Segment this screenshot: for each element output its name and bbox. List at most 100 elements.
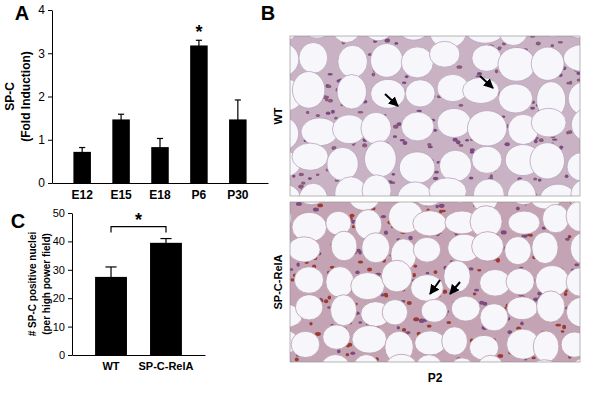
nucleus xyxy=(435,205,438,209)
airspace xyxy=(299,36,334,38)
nucleus xyxy=(456,65,462,69)
airspace xyxy=(463,77,499,103)
figure: 01234E12E15E18P6P30SP-C(Fold Induction)A… xyxy=(0,0,600,398)
x-tick-label: E12 xyxy=(71,188,93,202)
airspace xyxy=(448,358,476,362)
chart-panel: 01020304050WTSP-C-RelA# SP-C positive nu… xyxy=(11,207,206,372)
nucleus xyxy=(355,270,359,274)
airspace xyxy=(566,202,580,232)
nucleus xyxy=(372,72,376,76)
airspace xyxy=(472,45,501,71)
airspace xyxy=(365,141,397,177)
nucleus xyxy=(538,178,542,181)
airspace xyxy=(571,107,580,142)
error-bar xyxy=(235,100,241,139)
airspace xyxy=(385,354,419,362)
airspace xyxy=(370,44,402,78)
airspace xyxy=(401,112,434,141)
y-tick-mark xyxy=(68,327,72,328)
x-tick: E15 xyxy=(110,183,132,202)
y-tick: 1 xyxy=(38,133,52,147)
nucleus xyxy=(501,230,507,234)
nucleus xyxy=(427,324,432,327)
airspace xyxy=(566,268,580,297)
nucleus xyxy=(459,144,464,147)
airspace xyxy=(295,295,322,320)
row-label: WT xyxy=(272,107,284,124)
airspace xyxy=(399,152,435,184)
arrow xyxy=(385,94,398,106)
airspace xyxy=(405,80,435,107)
airspace xyxy=(382,300,407,325)
x-tick: P6 xyxy=(192,183,207,202)
nucleus xyxy=(408,236,412,240)
nucleus xyxy=(565,238,570,241)
airspace xyxy=(292,143,328,170)
error-bar-cap xyxy=(105,266,116,267)
airspace xyxy=(327,147,358,180)
airspace xyxy=(299,42,328,73)
nucleus xyxy=(474,289,479,292)
airspace xyxy=(351,273,385,300)
y-tick-mark xyxy=(68,270,72,271)
error-bar-cap xyxy=(79,147,85,148)
airspace xyxy=(437,108,471,137)
nucleus xyxy=(577,78,580,81)
y-tick-label: 40 xyxy=(53,235,65,247)
airspace xyxy=(362,233,390,263)
image-frame xyxy=(290,202,580,362)
airspace xyxy=(567,152,580,181)
nucleus xyxy=(350,214,355,218)
y-tick-label: 1 xyxy=(38,133,45,147)
nucleus xyxy=(327,85,331,89)
x-tick: WT xyxy=(102,355,119,372)
nucleus xyxy=(358,260,363,263)
nucleus xyxy=(313,207,319,211)
nucleus xyxy=(405,75,409,78)
nucleus xyxy=(555,324,561,327)
nucleus xyxy=(392,173,395,176)
nucleus xyxy=(552,138,558,140)
bar xyxy=(112,119,130,183)
nucleus xyxy=(384,231,388,235)
nucleus xyxy=(440,210,445,213)
airspace xyxy=(292,72,325,109)
x-tick: E12 xyxy=(71,183,93,202)
nucleus xyxy=(337,349,341,353)
y-tick-mark xyxy=(48,53,52,54)
y-tick: 20 xyxy=(53,292,72,304)
nucleus xyxy=(558,41,563,44)
nucleus xyxy=(562,325,566,329)
error-bar-stem xyxy=(159,138,160,155)
arrow xyxy=(480,76,493,88)
error-bar xyxy=(105,267,116,287)
airspace xyxy=(444,261,471,293)
airspace xyxy=(472,232,504,261)
nucleus xyxy=(495,69,498,73)
airspace xyxy=(505,237,532,265)
nucleus xyxy=(290,268,293,271)
nucleus xyxy=(350,352,355,356)
nucleus xyxy=(367,267,372,271)
error-bar-stem xyxy=(165,239,166,248)
nucleus xyxy=(469,176,473,179)
nucleus xyxy=(574,263,579,266)
airspace xyxy=(561,332,580,357)
airspace xyxy=(498,84,532,113)
error-bar-cap xyxy=(157,138,163,139)
nucleus xyxy=(296,202,302,206)
nucleus xyxy=(530,107,535,110)
y-axis-title: # SP-C positive nuclei xyxy=(27,232,38,337)
panel-label: C xyxy=(11,210,25,232)
nucleus xyxy=(393,135,397,138)
error-bar xyxy=(160,239,171,248)
y-tick: 3 xyxy=(38,47,52,61)
nucleus xyxy=(358,321,362,324)
error-bar-stem xyxy=(237,100,238,139)
airspace xyxy=(411,275,444,302)
nucleus xyxy=(328,296,332,300)
airspace xyxy=(466,36,505,43)
airspace xyxy=(568,81,580,116)
x-tick-label: E15 xyxy=(110,188,132,202)
airspace xyxy=(331,231,357,261)
